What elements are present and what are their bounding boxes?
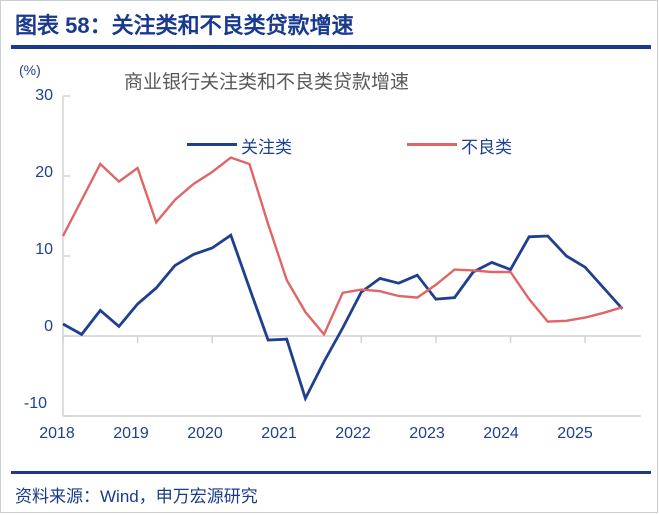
page-title: 图表 58：关注类和不良类贷款增速 (15, 13, 354, 38)
x-tick-label-2023: 2023 (409, 425, 445, 442)
x-tick-label-2022: 2022 (335, 425, 371, 442)
y-tick-label-10: 10 (35, 241, 53, 258)
y-tick-label-0: 0 (44, 318, 53, 335)
x-tick-label-2018: 2018 (39, 425, 75, 442)
x-tick-label-2025: 2025 (557, 425, 593, 442)
x-tick-label-2024: 2024 (483, 425, 519, 442)
title-divider (11, 45, 651, 49)
axis-group (62, 95, 641, 417)
x-tick-label-2019: 2019 (113, 425, 149, 442)
chart-subtitle: 商业银行关注类和不良类贷款增速 (124, 72, 410, 93)
x-tick-label-2021: 2021 (261, 425, 297, 442)
y-axis-unit-label: (%) (19, 62, 41, 78)
source-note: 资料来源：Wind，申万宏源研究 (15, 487, 258, 506)
plot-svg (61, 95, 641, 417)
footer-divider (11, 471, 651, 474)
chart-area: (%) 商业银行关注类和不良类贷款增速 30 20 10 0 -10 2018 … (1, 53, 659, 465)
y-tick-label-30: 30 (35, 87, 53, 104)
series-group (61, 156, 624, 403)
y-tick-label--10: -10 (23, 395, 47, 412)
x-tick-label-2020: 2020 (187, 425, 223, 442)
chart-title-row: 图表 58：关注类和不良类贷款增速 (15, 11, 647, 43)
y-tick-label-20: 20 (35, 164, 53, 181)
